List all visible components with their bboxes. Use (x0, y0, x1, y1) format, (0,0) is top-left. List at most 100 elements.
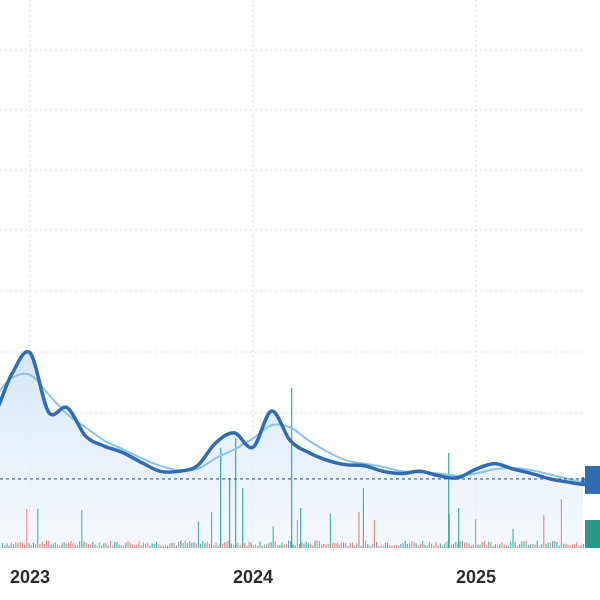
volume-bar (257, 545, 259, 548)
volume-bar (76, 545, 78, 548)
volume-bar (272, 526, 274, 548)
price-marker-volume (585, 520, 600, 548)
volume-bar (349, 543, 351, 548)
volume-bar (448, 453, 450, 548)
volume-bar (266, 544, 268, 548)
volume-bar (510, 541, 512, 548)
volume-bar (464, 542, 466, 548)
volume-bar (455, 541, 457, 548)
volume-bar (549, 542, 551, 548)
volume-bar (404, 540, 406, 548)
volume-bar (321, 545, 323, 548)
volume-bar (373, 520, 375, 548)
volume-bar (422, 541, 424, 548)
volume-bar (138, 541, 140, 548)
volume-bar (153, 544, 155, 548)
volume-bar (329, 513, 331, 548)
volume-bar (8, 545, 10, 548)
volume-bars (2, 388, 584, 548)
volume-bar (497, 545, 499, 548)
volume-bar (362, 488, 364, 548)
x-tick-label: 2023 (10, 567, 50, 587)
volume-bar (417, 545, 419, 548)
volume-bar (230, 543, 232, 548)
volume-bar (323, 543, 325, 548)
volume-bar (158, 544, 160, 548)
volume-bar (37, 508, 39, 548)
volume-bar (206, 541, 208, 548)
volume-bar (292, 544, 294, 548)
volume-bar (475, 519, 477, 548)
volume-bar (296, 519, 298, 548)
series-line-main (0, 349, 586, 487)
volume-bar (17, 543, 19, 548)
volume-bar (327, 543, 329, 548)
x-axis: 2023 2024 2025 (10, 567, 496, 587)
volume-bar (246, 545, 248, 548)
volume-bar (182, 543, 184, 548)
volume-bar (195, 543, 197, 548)
volume-bar (171, 542, 173, 548)
volume-bar (453, 543, 455, 548)
volume-bar (369, 545, 371, 548)
volume-bar (466, 542, 468, 548)
volume-bar (428, 541, 430, 548)
volume-bar (398, 545, 400, 548)
volume-bar (147, 543, 149, 548)
volume-bar (270, 542, 272, 548)
volume-bar (131, 544, 133, 548)
volume-bar (420, 543, 422, 548)
x-tick-label: 2024 (233, 567, 273, 587)
volume-bar (387, 542, 389, 548)
volume-bar (30, 544, 32, 548)
volume-bar (365, 540, 367, 548)
volume-bar (200, 543, 202, 548)
volume-bar (351, 542, 353, 548)
volume-bar (250, 542, 252, 548)
volume-bar (468, 543, 470, 548)
volume-bar (354, 545, 356, 548)
volume-bar (501, 542, 503, 548)
volume-bar (554, 541, 556, 548)
volume-bar (244, 542, 246, 548)
volume-bar (569, 545, 571, 548)
volume-bar (178, 542, 180, 548)
volume-bar (545, 543, 547, 548)
volume-bar (61, 543, 63, 548)
volume-bar (433, 546, 435, 548)
volume-bar (6, 543, 8, 548)
volume-bar (118, 544, 120, 548)
volume-bar (384, 543, 386, 548)
volume-bar (477, 544, 479, 548)
volume-bar (530, 544, 532, 548)
volume-bar (261, 545, 263, 548)
volume-bar (305, 541, 307, 548)
volume-bar (92, 541, 94, 548)
volume-bar (184, 540, 186, 548)
volume-bar (431, 543, 433, 548)
volume-bar (28, 543, 30, 548)
volume-bar (402, 543, 404, 548)
volume-bar (512, 528, 514, 548)
volume-bar (151, 543, 153, 548)
volume-bar (10, 542, 12, 548)
volume-bar (415, 543, 417, 548)
volume-bar (213, 545, 215, 548)
volume-bar (26, 508, 28, 548)
volume-bar (437, 545, 439, 548)
volume-bar (24, 544, 26, 548)
volume-bar (90, 544, 92, 548)
volume-bar (180, 540, 182, 548)
volume-bar (519, 544, 521, 548)
volume-bar (439, 543, 441, 548)
volume-bar (382, 545, 384, 548)
volume-bar (41, 541, 43, 548)
volume-bar (367, 544, 369, 548)
volume-bar (389, 545, 391, 548)
volume-bar (314, 540, 316, 548)
volume-bar (19, 542, 21, 548)
volume-bar (43, 543, 45, 548)
volume-bar (525, 540, 527, 548)
volume-bar (279, 545, 281, 548)
price-marker-current (585, 465, 600, 494)
